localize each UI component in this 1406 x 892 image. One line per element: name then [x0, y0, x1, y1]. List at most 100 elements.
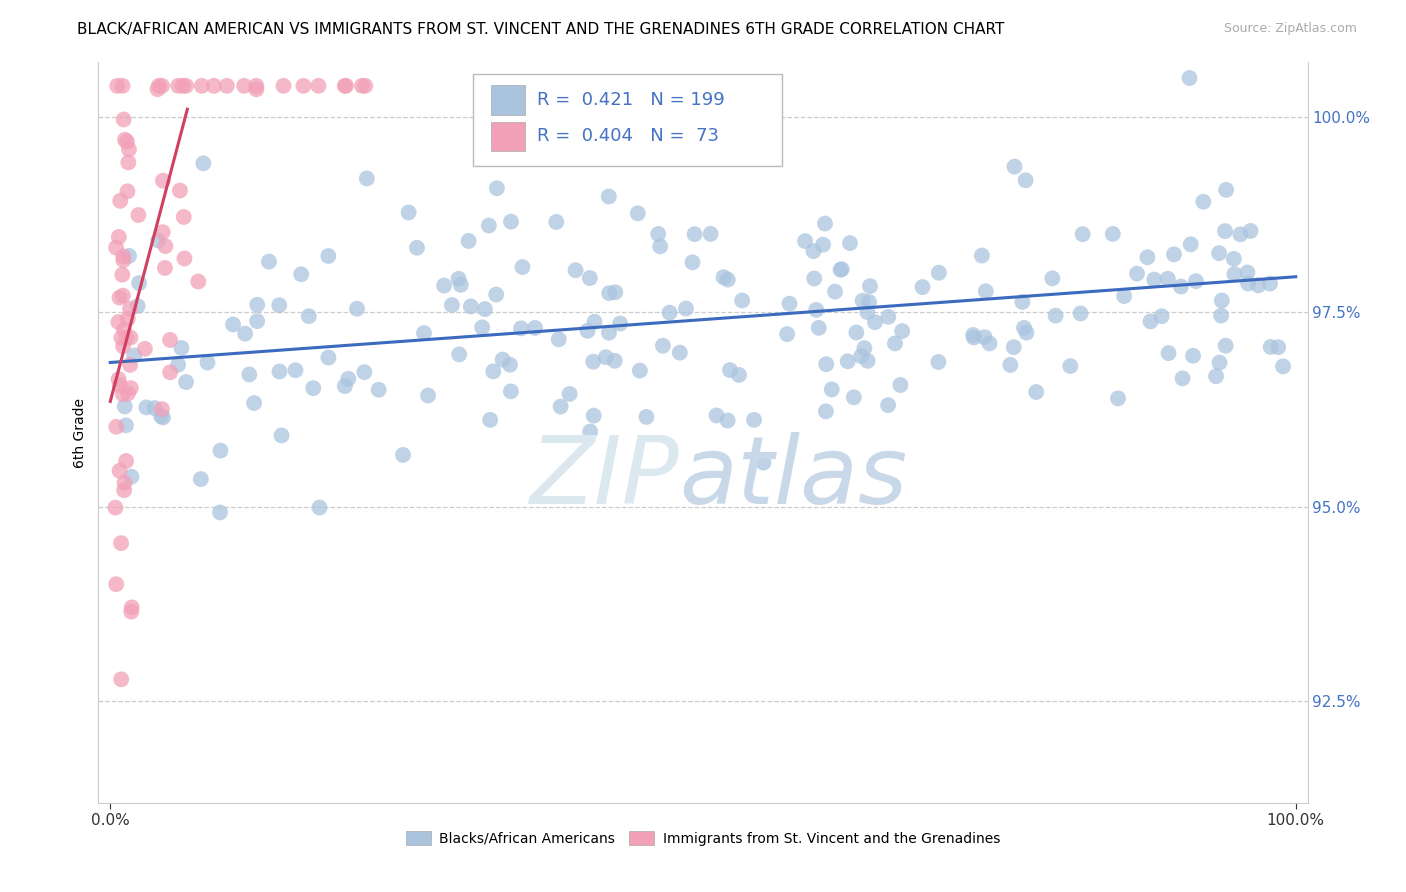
Point	[447, 272, 470, 286]
Point	[284, 363, 307, 377]
Point	[814, 404, 837, 418]
Point	[127, 208, 149, 222]
Point	[962, 328, 984, 343]
Point	[1070, 306, 1092, 320]
Point	[110, 331, 132, 345]
Point	[1260, 340, 1282, 354]
Point	[1211, 309, 1233, 323]
Point	[117, 386, 139, 401]
Point	[153, 260, 176, 275]
Point	[122, 349, 145, 363]
Point	[558, 387, 581, 401]
Point	[292, 78, 315, 93]
Bar	[492, 121, 526, 152]
Point	[647, 227, 669, 241]
Point	[856, 353, 879, 368]
Point	[172, 78, 194, 93]
Point	[603, 353, 626, 368]
Point	[367, 383, 389, 397]
Point	[120, 605, 142, 619]
Point	[636, 409, 658, 424]
Point	[135, 401, 157, 415]
Point	[582, 355, 605, 369]
Point	[973, 330, 995, 344]
Point	[245, 78, 267, 93]
Point	[1178, 70, 1201, 85]
Point	[107, 315, 129, 329]
Point	[1223, 252, 1246, 266]
Point	[356, 171, 378, 186]
Point	[114, 475, 136, 490]
Point	[112, 112, 135, 127]
Point	[416, 388, 439, 402]
Point	[111, 288, 134, 302]
Point	[1000, 358, 1022, 372]
Point	[927, 355, 949, 369]
Point	[146, 82, 169, 96]
Point	[717, 413, 740, 427]
Point	[433, 278, 456, 293]
Point	[814, 217, 837, 231]
Point	[859, 279, 882, 293]
Point	[143, 401, 166, 416]
Point	[979, 336, 1001, 351]
Point	[174, 375, 197, 389]
Point	[499, 384, 522, 399]
Point	[706, 409, 728, 423]
Point	[478, 219, 501, 233]
Text: BLACK/AFRICAN AMERICAN VS IMMIGRANTS FROM ST. VINCENT AND THE GRENADINES 6TH GRA: BLACK/AFRICAN AMERICAN VS IMMIGRANTS FRO…	[77, 22, 1005, 37]
Point	[120, 301, 142, 316]
Y-axis label: 6th Grade: 6th Grade	[73, 398, 87, 467]
Point	[598, 189, 620, 203]
Point	[1171, 371, 1194, 385]
Point	[318, 351, 340, 365]
Point	[853, 341, 876, 355]
Point	[485, 287, 508, 301]
Point	[598, 286, 620, 301]
Point	[112, 339, 135, 353]
Point	[117, 185, 139, 199]
Point	[460, 300, 482, 314]
Point	[273, 78, 295, 93]
Point	[112, 483, 135, 498]
Point	[877, 310, 900, 324]
Point	[159, 333, 181, 347]
Point	[595, 350, 617, 364]
Point	[440, 298, 463, 312]
Point	[1150, 310, 1173, 324]
Point	[1059, 359, 1081, 373]
Point	[1126, 267, 1149, 281]
Point	[752, 456, 775, 470]
Point	[120, 358, 142, 372]
Point	[335, 78, 357, 93]
Point	[108, 230, 131, 244]
Point	[449, 347, 471, 361]
Point	[110, 673, 132, 687]
Point	[970, 248, 993, 262]
Point	[346, 301, 368, 316]
Point	[1272, 359, 1295, 374]
Point	[187, 275, 209, 289]
Point	[858, 295, 880, 310]
Point	[815, 357, 838, 371]
Point	[222, 318, 245, 332]
Point	[318, 249, 340, 263]
Point	[877, 398, 900, 412]
Point	[1012, 321, 1035, 335]
Point	[114, 133, 136, 147]
Point	[121, 600, 143, 615]
Point	[117, 155, 139, 169]
Point	[852, 293, 875, 308]
Point	[233, 326, 256, 341]
Point	[1213, 224, 1236, 238]
Point	[1185, 274, 1208, 288]
Point	[208, 505, 231, 519]
Point	[699, 227, 721, 241]
Point	[546, 215, 568, 229]
Point	[233, 78, 256, 93]
Point	[889, 378, 911, 392]
Point	[350, 78, 373, 93]
Point	[406, 241, 429, 255]
Point	[492, 352, 515, 367]
Point	[1045, 309, 1067, 323]
